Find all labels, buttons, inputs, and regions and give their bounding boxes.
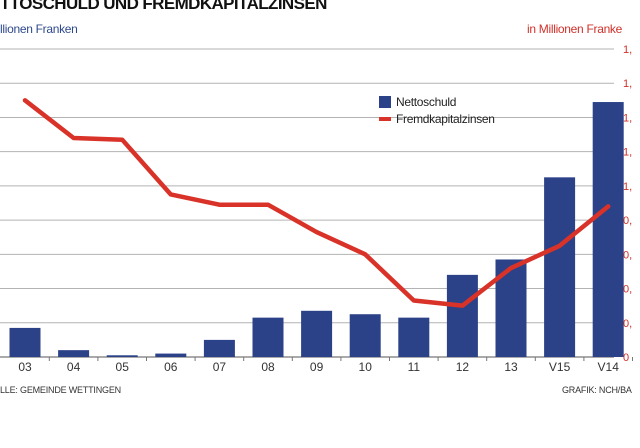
right-tick-label: 0 bbox=[623, 352, 629, 364]
left-axis-unit: llionen Franken bbox=[0, 22, 78, 36]
bar-V15 bbox=[544, 177, 576, 357]
line-point-V15 bbox=[557, 243, 562, 248]
bar-03 bbox=[9, 327, 41, 357]
bar-05 bbox=[106, 355, 138, 357]
x-tick-label: 06 bbox=[164, 360, 178, 374]
right-axis-unit: in Millionen Franke bbox=[527, 22, 623, 36]
x-tick-label: 11 bbox=[408, 360, 421, 374]
bar-series bbox=[9, 102, 624, 358]
bar-10 bbox=[349, 314, 381, 357]
bar-V14 bbox=[592, 102, 624, 358]
line-point-06 bbox=[168, 192, 173, 197]
right-tick-label: 0, bbox=[623, 284, 632, 296]
right-tick-label: 0, bbox=[623, 249, 632, 261]
legend-swatch-bar bbox=[379, 96, 391, 108]
graphic-credit: GRAFIK: NCH/BA bbox=[562, 385, 632, 395]
right-tick-label: 1, bbox=[623, 147, 632, 159]
x-tick-label: V14 bbox=[598, 360, 620, 374]
line-point-10 bbox=[363, 252, 368, 257]
x-tick-label: 08 bbox=[261, 360, 275, 374]
x-tick-label: V15 bbox=[549, 360, 571, 374]
bar-11 bbox=[398, 317, 430, 357]
line-point-V14 bbox=[606, 204, 611, 209]
right-tick-label: 1, bbox=[623, 112, 632, 124]
x-tick-label: 07 bbox=[213, 360, 227, 374]
line-point-13 bbox=[509, 266, 513, 271]
chart-title: TTOSCHULD UND FREMDKAPITALZINSEN bbox=[0, 0, 327, 13]
line-point-09 bbox=[314, 230, 319, 235]
legend-label-line: Fremdkapitalzinsen bbox=[396, 112, 495, 126]
x-axis-ticks: 03 04 05 06 07 08 09 10 11 12 13 V15 V14 bbox=[18, 357, 633, 374]
x-tick-label: 05 bbox=[116, 360, 130, 374]
right-tick-label: 0, bbox=[623, 318, 632, 330]
right-tick-label: 1, bbox=[623, 78, 632, 90]
x-tick-label: 12 bbox=[456, 360, 470, 374]
line-point-12 bbox=[460, 303, 465, 308]
source-note: LLE: GEMEINDE WETTINGEN bbox=[0, 385, 121, 395]
x-tick-label: 03 bbox=[18, 360, 32, 374]
bar-07 bbox=[203, 339, 235, 357]
line-series bbox=[22, 98, 611, 308]
right-tick-label: 1, bbox=[623, 181, 632, 193]
line-point-07 bbox=[217, 202, 222, 207]
right-tick-label: 1, bbox=[623, 44, 632, 56]
legend-label-bar: Nettoschuld bbox=[396, 95, 456, 109]
line-point-04 bbox=[71, 135, 76, 140]
bar-06 bbox=[155, 353, 187, 357]
x-tick-label: 04 bbox=[67, 360, 81, 374]
x-tick-label: 10 bbox=[359, 360, 373, 374]
line-point-11 bbox=[411, 298, 416, 303]
bar-08 bbox=[252, 317, 284, 357]
bar-04 bbox=[58, 350, 90, 357]
line-point-08 bbox=[266, 202, 270, 207]
right-axis-ticks: 0 0, 0, 0, 0, 1, 1, 1, 1, 1, bbox=[623, 44, 632, 364]
legend-swatch-line bbox=[379, 117, 391, 121]
right-tick-label: 0, bbox=[623, 215, 632, 227]
line-point-03 bbox=[23, 98, 27, 103]
legend: Nettoschuld Fremdkapitalzinsen bbox=[379, 95, 495, 126]
x-tick-label: 09 bbox=[310, 360, 324, 374]
bar-09 bbox=[301, 310, 333, 357]
bar-12 bbox=[446, 274, 478, 357]
x-tick-label: 13 bbox=[504, 360, 518, 374]
line-point-05 bbox=[120, 137, 125, 142]
